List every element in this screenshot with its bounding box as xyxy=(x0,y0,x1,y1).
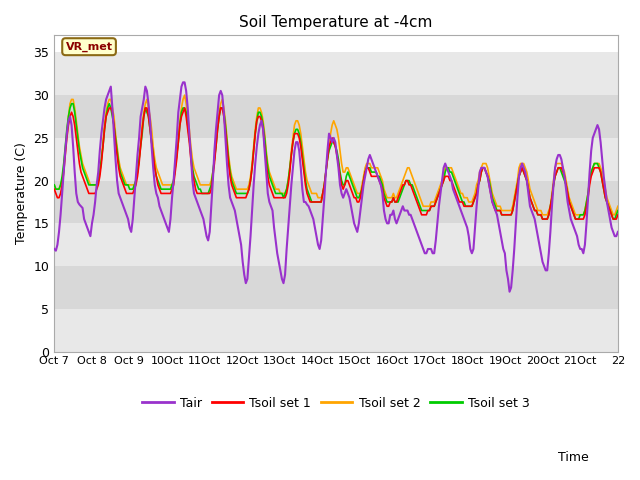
Bar xyxy=(54,138,618,180)
Bar xyxy=(54,180,618,223)
Bar xyxy=(54,309,618,351)
Text: VR_met: VR_met xyxy=(65,42,113,52)
Legend: Tair, Tsoil set 1, Tsoil set 2, Tsoil set 3: Tair, Tsoil set 1, Tsoil set 2, Tsoil se… xyxy=(138,392,534,415)
Bar xyxy=(54,266,618,309)
Title: Soil Temperature at -4cm: Soil Temperature at -4cm xyxy=(239,15,433,30)
Bar xyxy=(54,52,618,95)
Text: Time: Time xyxy=(558,451,589,464)
Bar xyxy=(54,223,618,266)
Y-axis label: Temperature (C): Temperature (C) xyxy=(15,143,28,244)
Bar xyxy=(54,95,618,138)
